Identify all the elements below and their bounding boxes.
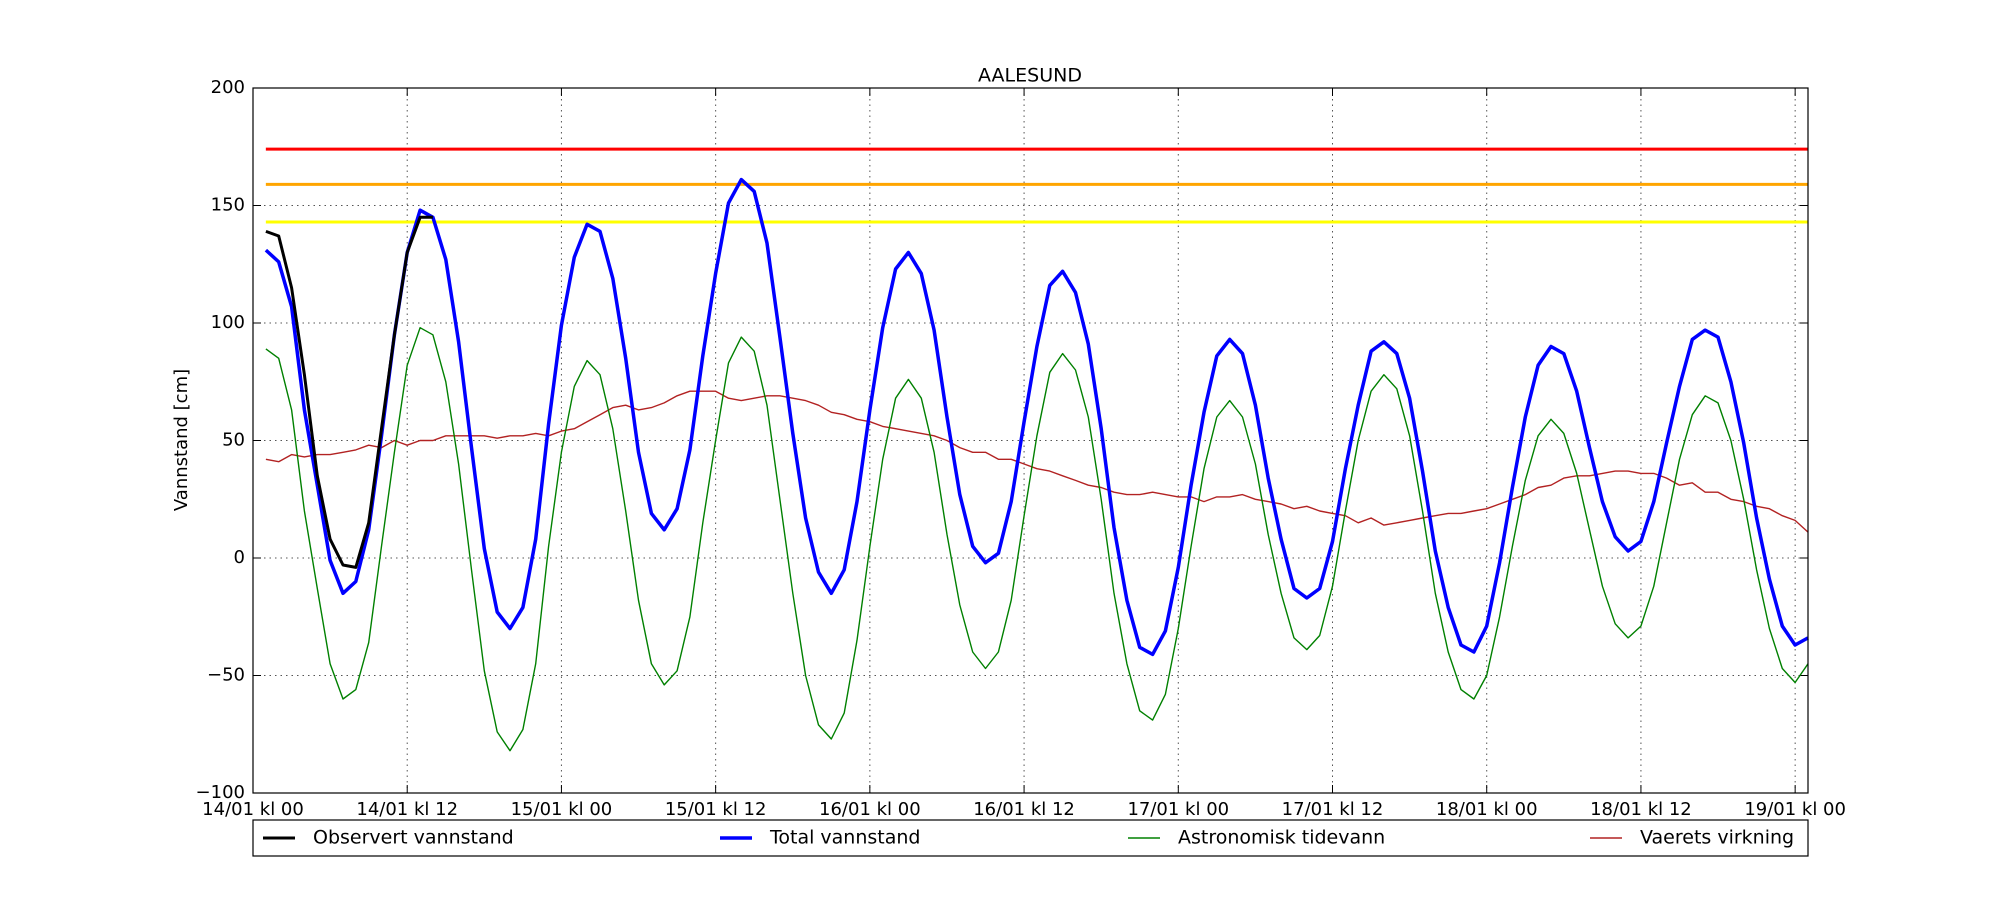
y-axis-label: Vannstand [cm] [171, 369, 192, 511]
y-tick-label: 50 [222, 430, 245, 451]
plot-frame [252, 87, 1809, 794]
x-tick-label: 14/01 kl 00 [202, 799, 304, 820]
x-tick-label: 15/01 kl 00 [511, 799, 613, 820]
series-line [264, 177, 1809, 657]
x-tick-label: 19/01 kl 00 [1744, 799, 1846, 820]
y-tick-label: 100 [211, 312, 245, 333]
x-tick-label: 18/01 kl 00 [1436, 799, 1538, 820]
legend-label: Vaerets virkning [1640, 827, 1794, 849]
x-tick-label: 15/01 kl 12 [665, 799, 767, 820]
y-tick-label: −100 [196, 782, 245, 803]
x-tick-label: 18/01 kl 12 [1590, 799, 1692, 820]
x-tick-label: 14/01 kl 12 [356, 799, 458, 820]
legend-label: Observert vannstand [313, 827, 514, 849]
chart-title: AALESUND [978, 65, 1082, 87]
y-tick-label: 150 [211, 195, 245, 216]
legend-box [252, 819, 1809, 857]
series-line [265, 390, 1809, 533]
x-tick-label: 16/01 kl 00 [819, 799, 921, 820]
x-tick-label: 16/01 kl 12 [973, 799, 1075, 820]
legend-label: Astronomisk tidevann [1178, 827, 1385, 849]
series-line [265, 327, 1809, 752]
y-tick-label: 0 [234, 547, 245, 568]
y-tick-label: −50 [207, 665, 245, 686]
x-tick-label: 17/01 kl 12 [1282, 799, 1384, 820]
legend-label: Total vannstand [769, 827, 920, 849]
x-tick-label: 17/01 kl 00 [1127, 799, 1229, 820]
y-tick-label: 200 [211, 77, 245, 98]
series-line [265, 215, 433, 569]
